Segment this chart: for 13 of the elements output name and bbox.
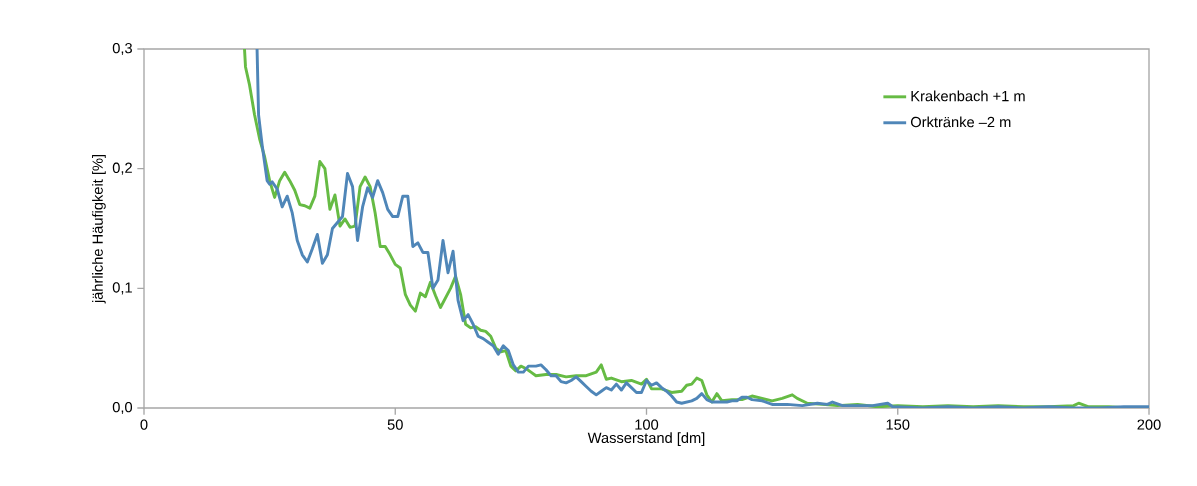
y-tick-label: 0,0 [112,401,133,415]
x-tick-label: 100 [635,419,659,430]
x-tick-label: 0 [140,419,148,430]
y-axis-title: jährliche Häufigkeit [%] [92,154,106,304]
legend-label: Orktränke –2 m [910,116,1011,128]
y-tick-label: 0,3 [112,42,132,56]
x-tick-label: 50 [387,419,403,430]
legend-label: Krakenbach +1 m [911,90,1025,102]
y-tick-label: 0,1 [112,282,132,295]
y-tick-label: 0,2 [112,162,132,175]
x-tick-label: 200 [1137,419,1161,430]
x-axis-title: Wasserstand [dm] [587,432,705,446]
x-tick-label: 150 [886,419,910,430]
